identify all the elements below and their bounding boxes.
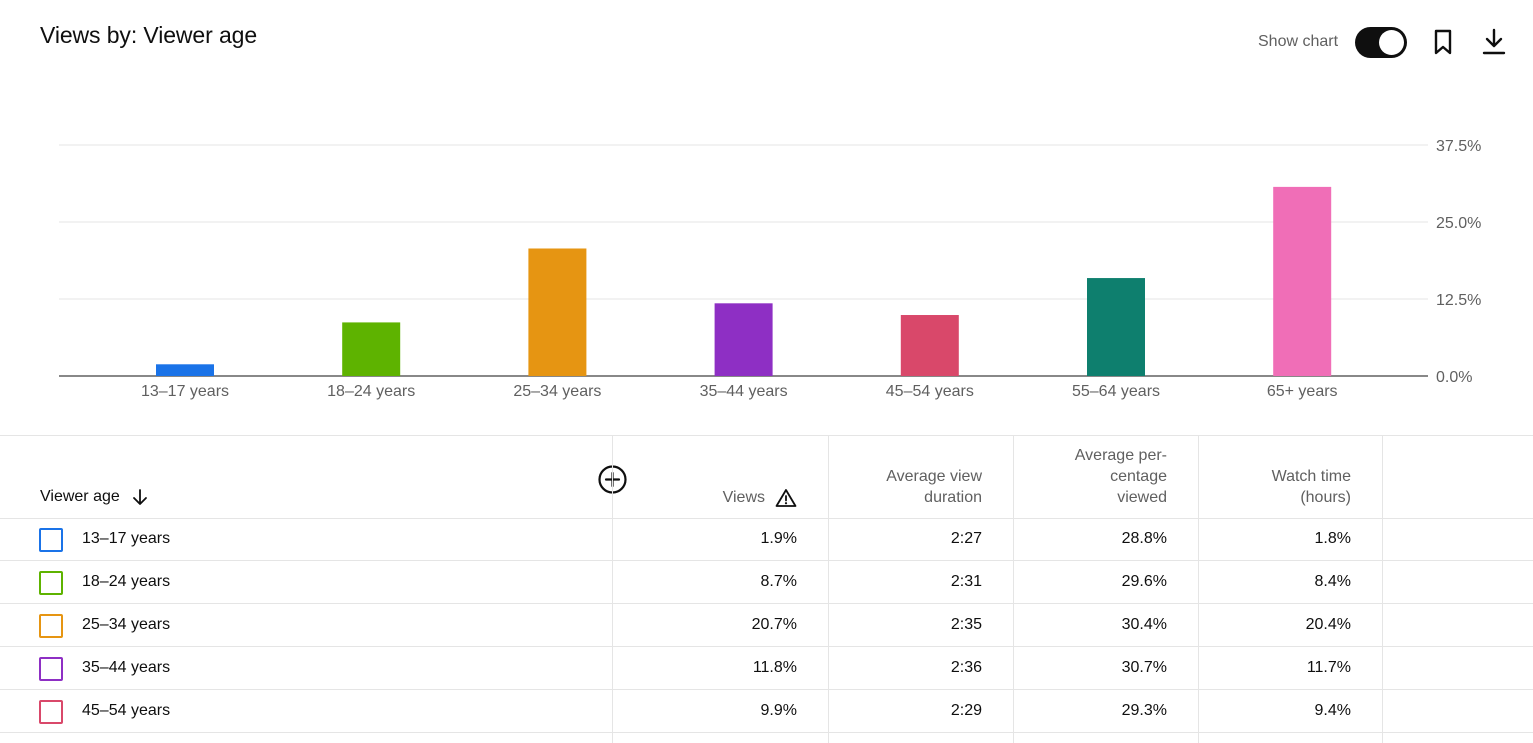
column-divider — [828, 436, 829, 743]
report-header: Views by: Viewer age Show chart — [0, 0, 1533, 80]
table-row[interactable]: 18–24 years 8.7% 2:31 29.6% 8.4% — [0, 561, 1533, 604]
y-tick-label: 0.0% — [1436, 369, 1472, 386]
views-header-label: Views — [722, 489, 765, 506]
x-tick-label: 35–44 years — [700, 383, 788, 400]
table-row[interactable]: 35–44 years 11.8% 2:36 30.7% 11.7% — [0, 647, 1533, 690]
table-cell: 30.4% — [1121, 616, 1167, 633]
show-chart-toggle[interactable] — [1355, 27, 1407, 58]
header-line: centage — [1110, 468, 1167, 485]
column-divider — [1382, 436, 1383, 743]
toggle-knob — [1379, 30, 1404, 55]
table-cell: 9.4% — [1314, 702, 1351, 719]
bar-4[interactable] — [714, 303, 773, 376]
table-cell: 1.9% — [760, 530, 797, 547]
header-line: (hours) — [1300, 489, 1351, 506]
table-cell: 8.7% — [760, 573, 797, 590]
header-line: viewed — [1117, 489, 1167, 506]
table-cell: 20.7% — [751, 616, 797, 633]
row-checkbox[interactable] — [39, 528, 63, 552]
table-row[interactable]: 45–54 years 9.9% 2:29 29.3% 9.4% — [0, 690, 1533, 733]
download-button[interactable] — [1477, 25, 1511, 59]
bar-1[interactable] — [156, 364, 214, 376]
table-cell: 2:31 — [950, 573, 982, 590]
header-line: duration — [924, 489, 982, 506]
table-cell: 9.9% — [760, 702, 797, 719]
x-tick-label: 55–64 years — [1072, 383, 1160, 400]
x-tick-label: 45–54 years — [886, 383, 974, 400]
table-cell: 28.8% — [1121, 530, 1167, 547]
bar-6[interactable] — [1087, 278, 1145, 376]
row-checkbox[interactable] — [39, 700, 63, 724]
column-divider — [1198, 436, 1199, 743]
row-label: 25–34 years — [82, 616, 171, 633]
table-row[interactable]: 13–17 years 1.9% 2:27 28.8% 1.8% — [0, 518, 1533, 561]
column-divider — [612, 436, 613, 743]
download-icon — [1482, 28, 1506, 55]
table-cell: 2:29 — [950, 702, 982, 719]
arrow-down-icon — [132, 489, 147, 505]
table-cell: 2:36 — [950, 659, 982, 676]
table-cell: 11.7% — [1306, 659, 1351, 676]
column-header-4[interactable]: Watch time (hours) — [1272, 466, 1351, 508]
bar-2[interactable] — [342, 322, 401, 376]
y-tick-label: 25.0% — [1436, 215, 1481, 232]
column-divider — [1013, 436, 1014, 743]
bar-3[interactable] — [528, 248, 587, 376]
bar-7[interactable] — [1273, 186, 1332, 376]
row-checkbox[interactable] — [39, 657, 63, 681]
table-cell: 30.7% — [1121, 659, 1167, 676]
row-label: 35–44 years — [82, 659, 171, 676]
table-cell: 29.3% — [1121, 702, 1167, 719]
table-cell: 20.4% — [1305, 616, 1351, 633]
header-line: Views — [723, 487, 797, 508]
column-header-3[interactable]: Average per-centage viewed — [1075, 445, 1167, 508]
header-line: Average per- — [1074, 447, 1167, 464]
table-cell: 11.8% — [752, 659, 797, 676]
bar-5[interactable] — [900, 315, 959, 376]
table-cell: 1.8% — [1314, 530, 1351, 547]
column-header-2[interactable]: Average view duration — [886, 466, 982, 508]
y-tick-label: 37.5% — [1436, 138, 1481, 155]
bookmark-icon — [1434, 29, 1452, 55]
x-tick-label: 25–34 years — [513, 383, 601, 400]
x-tick-label: 13–17 years — [141, 383, 229, 400]
row-checkbox[interactable] — [39, 614, 63, 638]
sort-viewer-age-header[interactable]: Viewer age — [40, 488, 148, 506]
table-cell: 8.4% — [1314, 573, 1351, 590]
warning-icon[interactable] — [775, 488, 797, 508]
y-tick-label: 12.5% — [1436, 292, 1481, 309]
show-chart-label: Show chart — [1258, 33, 1339, 50]
bookmark-button[interactable] — [1426, 25, 1460, 59]
bar-chart: 37.5% 25.0% 12.5% 0.0% 13–17 years 18–24 year… — [0, 120, 1533, 420]
table-cell: 29.6% — [1121, 573, 1167, 590]
data-table: Viewer age Views Average view duration Aver… — [0, 435, 1533, 743]
x-tick-label: 18–24 years — [327, 383, 415, 400]
row-checkbox[interactable] — [39, 571, 63, 595]
row-label: 18–24 years — [82, 573, 171, 590]
header-line: Average view — [886, 468, 982, 485]
header-label: Viewer age — [40, 488, 120, 505]
row-label: 45–54 years — [82, 702, 171, 719]
row-label: 13–17 years — [82, 530, 171, 547]
table-cell: 2:35 — [950, 616, 982, 633]
table-row[interactable]: 25–34 years 20.7% 2:35 30.4% 20.4% — [0, 604, 1533, 647]
page-title: Views by: Viewer age — [40, 22, 258, 48]
chart-svg: 37.5% 25.0% 12.5% 0.0% 13–17 years 18–24 year… — [59, 138, 1481, 400]
header-line: Watch time — [1271, 468, 1351, 485]
column-header-1[interactable]: Views — [723, 487, 797, 508]
table-cell: 2:27 — [950, 530, 982, 547]
x-tick-label: 65+ years — [1267, 383, 1338, 400]
table-header: Viewer age Views Average view duration Aver… — [0, 436, 1533, 519]
